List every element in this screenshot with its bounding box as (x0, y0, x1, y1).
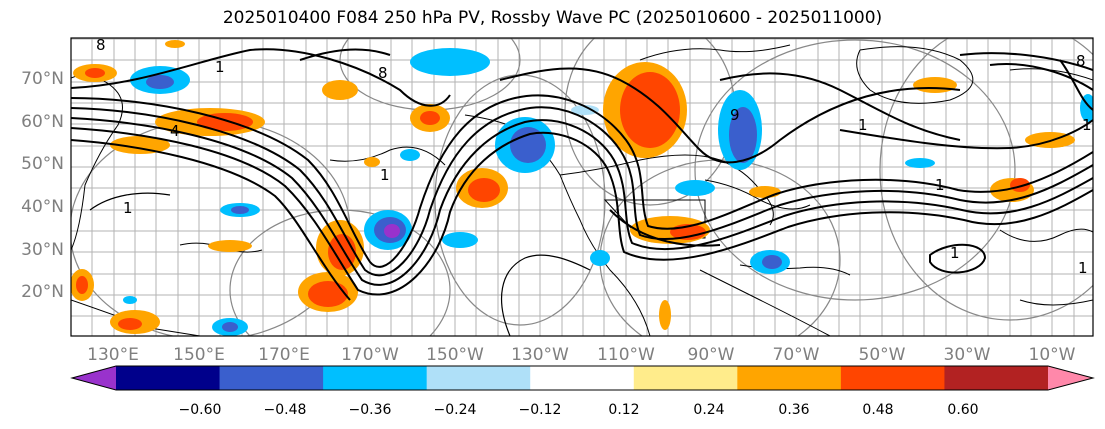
pv-contours-thin (89, 192, 591, 336)
contour-label: 1 (1078, 259, 1088, 277)
lon-label: 130°W (511, 345, 569, 365)
colorbar-tick-label: −0.60 (179, 402, 222, 418)
lat-label: 70°N (21, 69, 64, 89)
colorbar-segment (530, 366, 635, 390)
contour-label: 1 (950, 244, 960, 262)
lon-label: 10°W (1029, 345, 1076, 365)
lon-label: 70°W (773, 345, 820, 365)
colorbar-segment (737, 366, 842, 390)
contour-label: 1 (858, 116, 868, 134)
colorbar-extend-high (1048, 366, 1093, 390)
contour-label: 4 (170, 122, 180, 140)
colorbar-tick-label: −0.12 (519, 402, 562, 418)
colorbar-segment (219, 366, 324, 390)
colorbar-segment (323, 366, 428, 390)
colorbar-tick-label: −0.36 (349, 402, 392, 418)
map-frame (70, 37, 1094, 337)
contour-label: 9 (730, 106, 740, 124)
lon-label: 50°W (859, 345, 906, 365)
colorbar-tick-label: −0.48 (264, 402, 307, 418)
lon-label: 30°W (944, 345, 991, 365)
lat-label: 40°N (21, 197, 64, 217)
contour-label: 1 (123, 199, 133, 217)
colorbar-segment (840, 366, 945, 390)
lon-label: 150°W (426, 345, 484, 365)
longitude-labels: 130°E 150°E 170°E 170°W 150°W 130°W 110°… (87, 345, 1076, 365)
colorbar-tick-labels: −0.60 −0.48 −0.36 −0.24 −0.12 0.12 0.24 … (179, 402, 979, 418)
colorbar-segment (116, 366, 221, 390)
colorbar-outline (70, 365, 1095, 391)
contour-label: 1 (215, 58, 225, 76)
contour-label: 1 (380, 166, 390, 184)
colorbar-tick-label: −0.24 (434, 402, 477, 418)
pv-contours (71, 48, 1093, 301)
contour-label: 1 (1082, 116, 1092, 134)
contour-labels: 1 1 1 1 1 1 1 8 8 8 9 1 4 (96, 36, 1092, 277)
contour-label: 8 (378, 64, 388, 82)
lat-label: 20°N (21, 282, 64, 302)
lon-label: 170°E (258, 345, 310, 365)
lat-label: 30°N (21, 240, 64, 260)
colorbar-tick-label: 0.36 (778, 402, 809, 418)
map-title: 2025010400 F084 250 hPa PV, Rossby Wave … (222, 8, 883, 28)
colorbar-segment (426, 366, 531, 390)
lat-label: 60°N (21, 112, 64, 132)
colorbar-tick-label: 0.60 (947, 402, 978, 418)
colorbar-segment (633, 366, 738, 390)
lon-label: 170°W (341, 345, 399, 365)
colorbar-tick-label: 0.48 (862, 402, 893, 418)
colorbar-extend-low (72, 366, 116, 390)
latitude-labels: 70°N 60°N 50°N 40°N 30°N 20°N (21, 69, 64, 302)
contour-label: 1 (935, 176, 945, 194)
contour-label: 8 (1076, 52, 1086, 70)
lon-label: 110°W (597, 345, 655, 365)
colorbar (70, 365, 1095, 391)
lon-label: 90°W (688, 345, 735, 365)
contour-label: 8 (96, 36, 106, 54)
lat-label: 50°N (21, 154, 64, 174)
lon-label: 150°E (173, 345, 225, 365)
colorbar-tick-label: 0.12 (608, 402, 639, 418)
colorbar-tick-label: 0.24 (693, 402, 724, 418)
colorbar-segment (944, 366, 1049, 390)
lon-label: 130°E (87, 345, 139, 365)
